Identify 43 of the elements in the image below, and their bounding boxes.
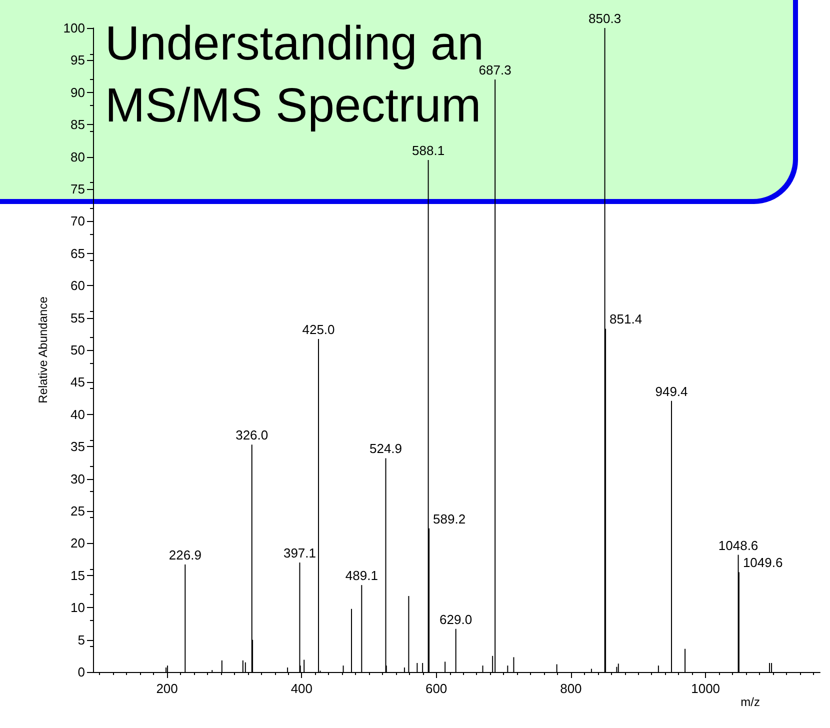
- y-tick-label: 95: [70, 52, 85, 68]
- y-tick-label: 100: [63, 20, 85, 36]
- y-tick-label: 25: [70, 504, 85, 518]
- annotation: 1048.6: [718, 538, 758, 553]
- x-tick-label: 400: [290, 681, 313, 696]
- annotation: 851.4: [610, 312, 642, 327]
- annotation: 588.1: [412, 143, 445, 158]
- annotation: 687.3: [478, 62, 512, 78]
- annotation: 589.2: [433, 511, 466, 526]
- y-tick-label: 20: [70, 536, 85, 551]
- y-tick-label: 65: [70, 246, 85, 261]
- y-tick-label: 50: [70, 342, 85, 358]
- annotation: 326.0: [236, 428, 268, 443]
- annotation: 850.3: [588, 11, 622, 26]
- annotation: 1049.6: [742, 555, 783, 570]
- x-tick-label: 800: [560, 681, 582, 696]
- y-axis-title: Relative Abundance: [36, 296, 50, 404]
- y-tick-label: 70: [70, 214, 85, 229]
- y-tick-label: 35: [70, 439, 85, 454]
- annotation: 949.4: [655, 384, 688, 399]
- x-tick-label: 200: [156, 681, 178, 696]
- annotation: 226.9: [168, 547, 202, 562]
- y-tick-label: 40: [70, 406, 85, 422]
- x-tick-label: 1000: [691, 681, 720, 696]
- y-tick-label: 75: [70, 182, 85, 196]
- y-tick-label: 60: [70, 278, 85, 294]
- y-tick-label: 90: [70, 84, 85, 100]
- y-tick-label: 55: [70, 310, 85, 326]
- annotation: 629.0: [440, 612, 472, 627]
- annotation: 524.9: [369, 441, 402, 456]
- y-tick-label: 0: [78, 664, 85, 680]
- y-tick-label: 85: [70, 117, 85, 132]
- annotation: 489.1: [345, 568, 378, 584]
- x-axis-title: m/z: [740, 695, 760, 709]
- y-tick-label: 45: [70, 374, 85, 390]
- y-tick-label: 30: [70, 471, 85, 486]
- x-tick-label: 600: [425, 681, 448, 696]
- y-tick-label: 10: [70, 600, 85, 616]
- y-tick-label: 15: [70, 568, 85, 583]
- y-tick-label: 80: [70, 149, 85, 164]
- annotation: 397.1: [283, 546, 316, 561]
- annotation: 425.0: [302, 322, 335, 338]
- y-tick-label: 5: [78, 632, 85, 648]
